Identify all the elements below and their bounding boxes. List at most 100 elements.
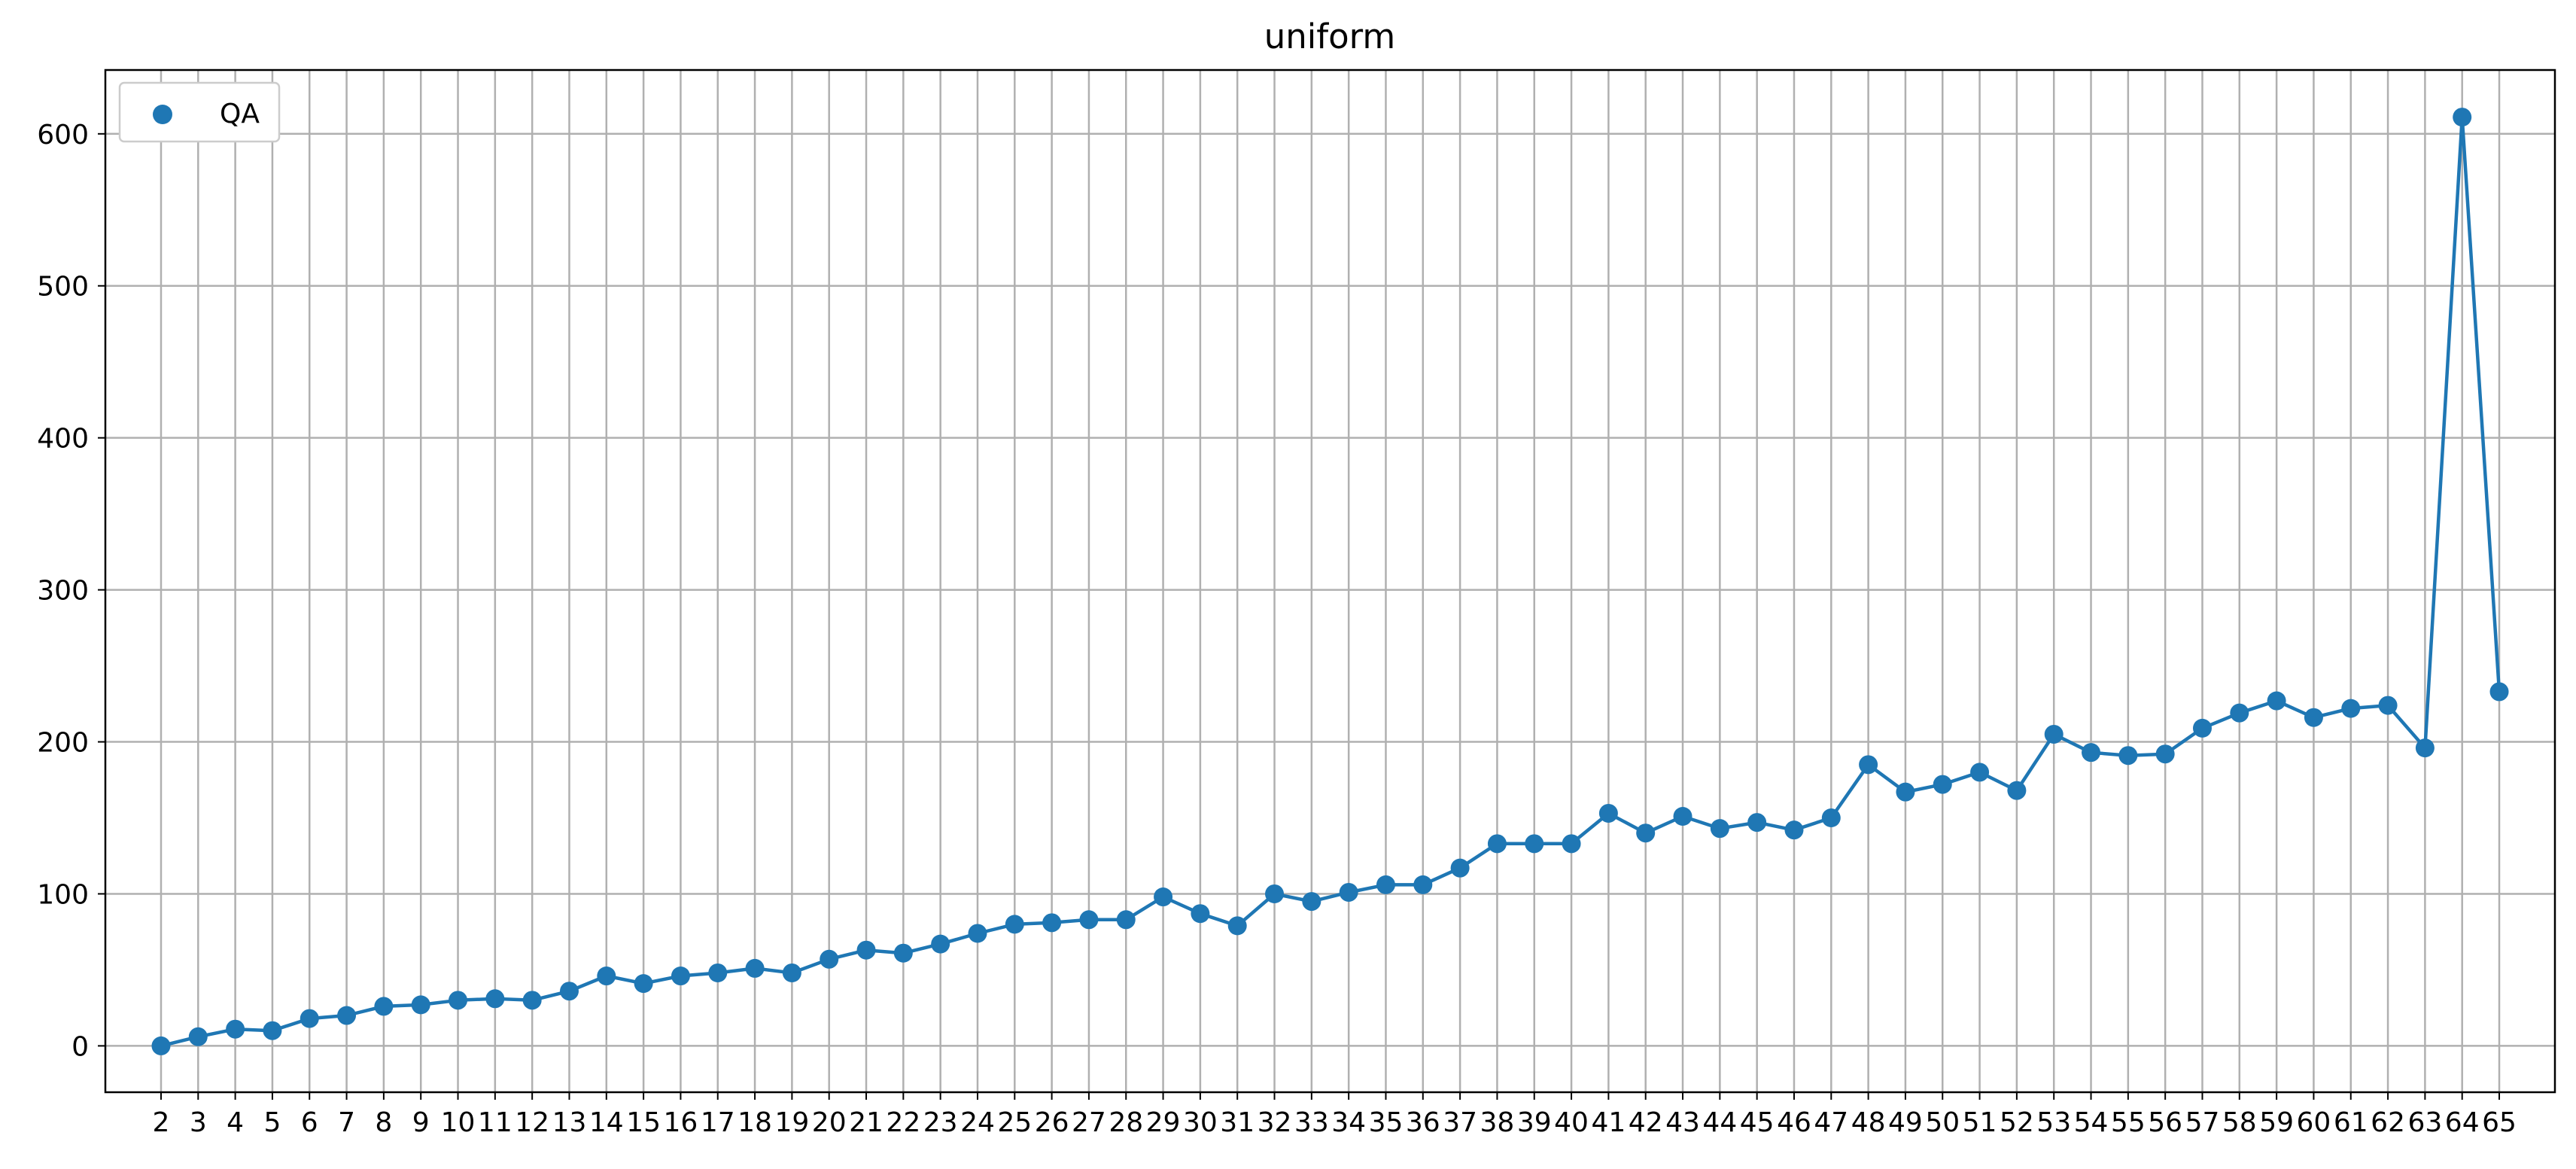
x-tick-label: 7	[338, 1107, 355, 1138]
grid	[105, 70, 2555, 1092]
y-tick-label: 300	[37, 576, 89, 607]
data-point	[1525, 834, 1544, 854]
x-tick-label: 5	[263, 1107, 281, 1138]
x-tick-label: 52	[2000, 1107, 2034, 1138]
legend-marker-qa	[153, 105, 172, 124]
data-point	[263, 1021, 282, 1040]
x-tick-label: 58	[2222, 1107, 2257, 1138]
legend-label-qa: QA	[220, 99, 260, 129]
x-tick-label: 33	[1294, 1107, 1329, 1138]
x-tick-label: 18	[738, 1107, 772, 1138]
data-point	[2082, 743, 2101, 763]
data-point	[2489, 682, 2509, 702]
x-tick-label: 36	[1406, 1107, 1440, 1138]
x-tick-label: 11	[478, 1107, 512, 1138]
x-tick-label: 27	[1072, 1107, 1106, 1138]
data-point	[2304, 708, 2323, 727]
x-tick-label: 64	[2445, 1107, 2480, 1138]
chart-title: uniform	[1264, 17, 1395, 56]
data-point	[1339, 882, 1358, 902]
x-tick-label: 30	[1183, 1107, 1218, 1138]
data-point	[1598, 803, 1618, 823]
y-axis: 0 100 200 300 400 500 600	[37, 120, 105, 1062]
x-tick-label: 53	[2036, 1107, 2071, 1138]
x-tick-label: 26	[1035, 1107, 1069, 1138]
axes-frame	[104, 68, 2556, 1094]
x-tick-label: 17	[701, 1107, 735, 1138]
legend: QA	[118, 81, 281, 143]
x-tick-label: 61	[2334, 1107, 2368, 1138]
data-point	[1376, 875, 1395, 894]
x-tick-label: 43	[1665, 1107, 1700, 1138]
data-point	[745, 958, 765, 978]
x-tick-label: 51	[1963, 1107, 1997, 1138]
data-point	[2118, 746, 2138, 766]
data-point	[1154, 887, 1173, 907]
series-markers	[151, 108, 2509, 1055]
x-tick-label: 14	[589, 1107, 624, 1138]
data-point	[522, 991, 542, 1010]
data-point	[856, 940, 876, 960]
x-tick-label: 4	[227, 1107, 244, 1138]
x-tick-label: 45	[1740, 1107, 1775, 1138]
x-tick-label: 37	[1443, 1107, 1477, 1138]
data-point	[2155, 744, 2175, 764]
data-point	[2192, 718, 2212, 738]
x-tick-label: 56	[2148, 1107, 2182, 1138]
x-tick-label: 28	[1109, 1107, 1143, 1138]
x-tick-label: 12	[515, 1107, 549, 1138]
data-point	[188, 1027, 208, 1046]
x-tick-label: 2	[153, 1107, 170, 1138]
x-tick-label: 25	[997, 1107, 1032, 1138]
legend-frame	[118, 81, 281, 143]
data-point	[2453, 108, 2472, 127]
x-tick-label: 10	[441, 1107, 476, 1138]
data-point	[226, 1019, 245, 1039]
data-point	[1116, 910, 1136, 930]
data-point	[559, 982, 579, 1001]
data-point	[374, 997, 394, 1016]
data-point	[931, 934, 950, 954]
data-point	[782, 963, 801, 982]
data-point	[1450, 858, 1470, 878]
data-point	[597, 967, 616, 986]
data-point	[449, 991, 468, 1010]
x-tick-label: 50	[1925, 1107, 1960, 1138]
data-point	[1227, 916, 1247, 936]
data-point	[1821, 808, 1841, 828]
x-tick-label: 34	[1331, 1107, 1366, 1138]
x-tick-label: 6	[301, 1107, 318, 1138]
data-point	[2044, 724, 2064, 744]
data-point	[1710, 819, 1729, 839]
x-tick-label: 47	[1814, 1107, 1848, 1138]
x-tick-label: 57	[2185, 1107, 2220, 1138]
data-point	[1487, 834, 1507, 854]
data-point	[1970, 763, 1990, 782]
x-tick-label: 29	[1146, 1107, 1181, 1138]
data-point	[2007, 781, 2027, 800]
data-point	[1933, 775, 1952, 794]
x-tick-label: 38	[1480, 1107, 1515, 1138]
y-tick-label: 400	[37, 424, 89, 455]
data-point	[1265, 884, 1285, 903]
y-tick-label: 0	[71, 1031, 89, 1062]
data-point	[671, 967, 690, 986]
x-tick-label: 8	[375, 1107, 392, 1138]
data-point	[1747, 813, 1767, 833]
data-point	[485, 989, 505, 1009]
data-point	[300, 1009, 319, 1028]
x-tick-label: 35	[1369, 1107, 1404, 1138]
x-tick-label: 46	[1777, 1107, 1811, 1138]
x-tick-label: 65	[2482, 1107, 2517, 1138]
x-tick-label: 3	[190, 1107, 207, 1138]
x-tick-label: 23	[923, 1107, 958, 1138]
data-point	[151, 1036, 171, 1055]
y-tick-label: 100	[37, 879, 89, 910]
data-point	[2230, 703, 2249, 723]
data-point	[1562, 834, 1581, 854]
x-tick-label: 22	[886, 1107, 920, 1138]
x-tick-label: 44	[1702, 1107, 1737, 1138]
y-tick-label: 600	[37, 120, 89, 151]
data-point	[968, 924, 987, 943]
x-tick-label: 39	[1517, 1107, 1552, 1138]
